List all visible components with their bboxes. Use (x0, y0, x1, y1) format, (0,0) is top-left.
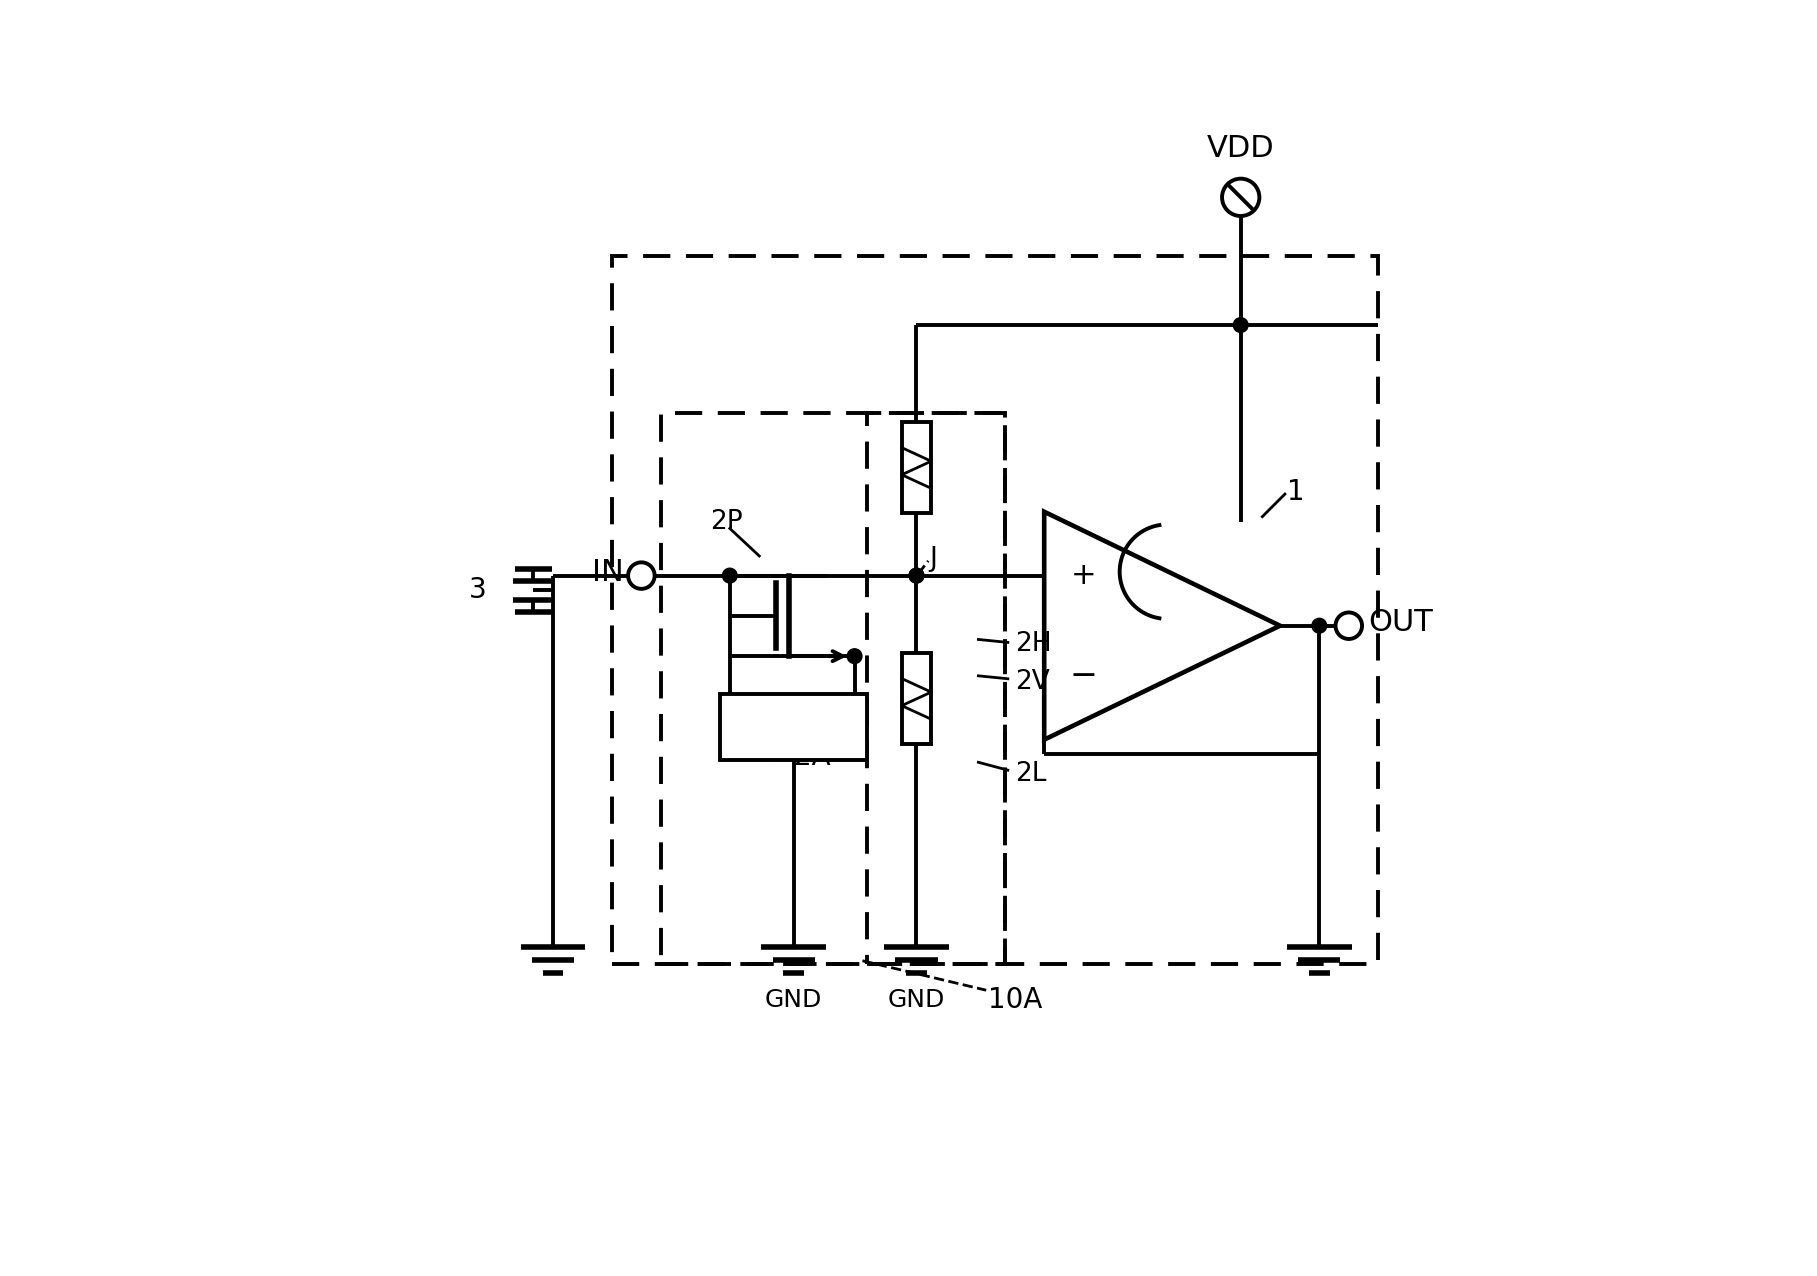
Text: 1: 1 (1286, 478, 1305, 507)
Text: 2A: 2A (794, 744, 830, 772)
Text: GND: GND (765, 988, 823, 1012)
Bar (867, 413, 1005, 963)
Circle shape (1234, 318, 1248, 333)
Text: 2P: 2P (710, 509, 743, 535)
Text: IN: IN (592, 558, 623, 587)
Text: VDD: VDD (1206, 134, 1274, 163)
Text: +: + (1070, 561, 1096, 590)
Text: OUT: OUT (1368, 609, 1434, 637)
Bar (661, 413, 1005, 963)
Text: J: J (928, 546, 938, 572)
Text: GND: GND (889, 988, 945, 1012)
Text: −: − (1070, 660, 1097, 693)
Text: 2L: 2L (1014, 760, 1047, 787)
Circle shape (908, 568, 923, 583)
Bar (720, 694, 867, 760)
Bar (901, 422, 932, 513)
Circle shape (1312, 619, 1326, 633)
Circle shape (908, 568, 923, 583)
Circle shape (847, 648, 861, 664)
Text: 10A: 10A (988, 986, 1043, 1014)
Text: 3: 3 (469, 577, 487, 605)
Text: 2H: 2H (1014, 632, 1052, 657)
Bar (612, 256, 1379, 963)
Text: 2V: 2V (1014, 669, 1050, 694)
Circle shape (723, 568, 738, 583)
Bar (901, 653, 932, 744)
